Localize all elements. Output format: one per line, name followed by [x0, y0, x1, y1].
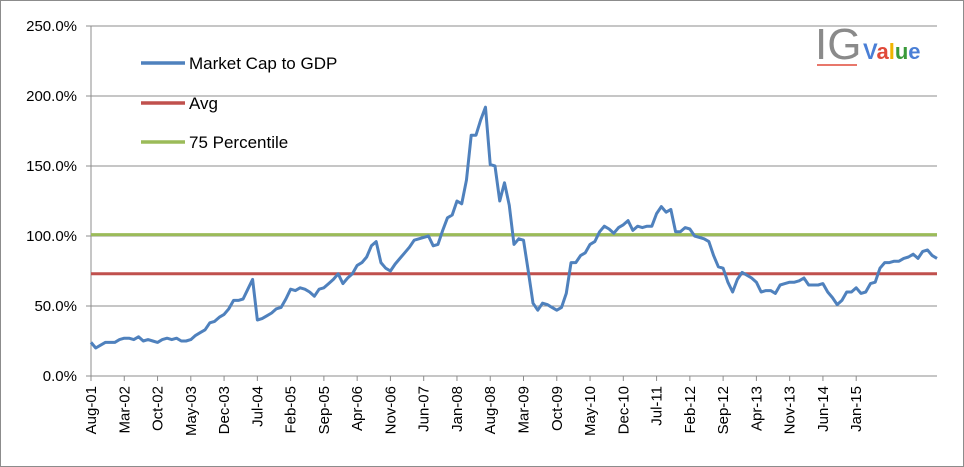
x-tick-label: Sep-05 — [316, 386, 333, 434]
logo-ig-text: IG — [815, 20, 861, 69]
logo-value-text: Value — [863, 39, 921, 64]
axis-layer: 0.0% 50.0% 100.0% 150.0% 200.0% 250.0% Aug-01 M… — [26, 18, 937, 436]
logo-letter: u — [895, 39, 908, 64]
x-tick-label: Oct-09 — [549, 386, 566, 431]
x-tick-label: Aug-01 — [83, 386, 100, 434]
y-tick-label: 250.0% — [26, 18, 77, 35]
logo-letter: l — [889, 39, 895, 64]
legend-label: Market Cap to GDP — [189, 54, 337, 73]
legend-label: Avg — [189, 94, 218, 113]
logo-letter: V — [863, 39, 878, 64]
x-tick-label: Nov-13 — [782, 386, 799, 434]
x-tick-label: Jan-08 — [449, 386, 466, 432]
x-tick-label: Nov-06 — [382, 386, 399, 434]
x-tick-label: Apr-13 — [748, 386, 765, 431]
x-tick-label: Feb-12 — [682, 386, 699, 434]
x-tick-label: Feb-05 — [283, 386, 300, 434]
x-tick-label: Apr-06 — [349, 386, 366, 431]
x-tick-label: Dec-03 — [216, 386, 233, 434]
x-tick-label: May-10 — [582, 386, 599, 436]
series-layer — [89, 105, 938, 350]
x-tick-label: Jun-14 — [815, 386, 832, 432]
logo-letter: e — [908, 39, 920, 64]
legend-label: 75 Percentile — [189, 133, 288, 152]
x-tick-label: Jan-15 — [848, 386, 865, 432]
x-tick-label: Jul-04 — [249, 386, 266, 427]
x-tick-label: Aug-08 — [482, 386, 499, 434]
x-tick-label: Jul-11 — [649, 386, 666, 426]
y-tick-label: 150.0% — [26, 158, 77, 175]
series-line-market-cap-to-gdp — [89, 105, 938, 350]
y-tick-label: 100.0% — [26, 228, 77, 245]
x-tick-label: Sep-12 — [715, 386, 732, 434]
igvalue-logo: IG Value — [815, 20, 921, 69]
y-tick-label: 0.0% — [43, 368, 77, 385]
x-tick-label: Mar-02 — [116, 386, 133, 434]
x-tick-label: Mar-09 — [516, 386, 533, 434]
x-tick-label: Oct-02 — [150, 386, 167, 431]
x-tick-label: Dec-10 — [615, 386, 632, 434]
logo-letter: a — [876, 39, 889, 64]
x-tick-label: May-03 — [183, 386, 200, 436]
y-tick-label: 50.0% — [34, 298, 77, 315]
y-tick-label: 200.0% — [26, 88, 77, 105]
x-tick-label: Jun-07 — [416, 386, 433, 432]
legend: Market Cap to GDP Avg 75 Percentile — [141, 54, 337, 152]
